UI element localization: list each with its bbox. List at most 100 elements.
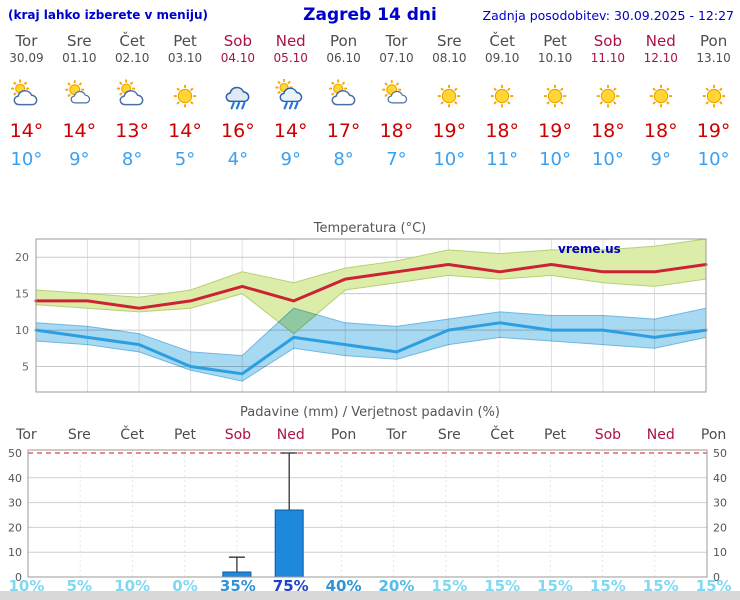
precip-day-label: Tor <box>386 427 407 443</box>
precip-day-label: Sre <box>67 427 91 443</box>
precipitation-probability-row: 10% 5% 10% 0% 35% 75% 40% 20% 15% 15% 15% 15% 15% 15% <box>0 577 740 595</box>
svg-text:0: 0 <box>15 571 22 584</box>
day-column: Tor 30.09 14° 10° <box>0 32 53 170</box>
day-date: 09.10 <box>484 51 520 65</box>
temp-max: 14° <box>273 120 308 142</box>
precip-day-label: Sob <box>594 427 622 443</box>
precip-day-label: Pon <box>330 427 357 443</box>
day-date: 08.10 <box>432 51 467 65</box>
day-column: Čet 09.10 18° 11° <box>476 32 529 170</box>
day-column: Sob 11.10 18° 10° <box>581 32 634 170</box>
temp-min: 8° <box>121 149 143 170</box>
day-column: Ned 05.10 14° 9° <box>264 32 317 170</box>
temp-min: 8° <box>333 149 354 170</box>
weather-icon-sun-behind-cloud <box>106 75 159 115</box>
temp-min: 9° <box>650 149 671 170</box>
day-date: 02.10 <box>114 51 150 65</box>
page-title: Zagreb 14 dni <box>303 5 437 25</box>
weather-icon-partly-sunny <box>370 75 423 115</box>
svg-text:50: 50 <box>713 447 727 460</box>
day-column: Čet 02.10 13° 8° <box>106 32 159 170</box>
svg-text:50: 50 <box>8 447 22 460</box>
weather-icon-sunny <box>634 75 687 115</box>
precip-probability: 10% <box>8 577 45 595</box>
precip-day-label: Čet <box>120 427 145 443</box>
precip-probability: 40% <box>325 577 362 595</box>
svg-text:15: 15 <box>15 288 29 301</box>
svg-text:10: 10 <box>15 324 29 337</box>
day-name: Pon <box>329 32 358 50</box>
svg-text:vreme.us: vreme.us <box>558 242 621 256</box>
weather-icon-sunny <box>423 75 476 115</box>
temp-max: 14° <box>9 120 44 142</box>
precip-probability: 35% <box>219 577 256 595</box>
precip-day-label: Ned <box>646 427 675 443</box>
temp-min: 9° <box>69 149 90 170</box>
temp-min: 10° <box>10 149 43 170</box>
svg-text:20: 20 <box>8 521 22 534</box>
svg-text:20: 20 <box>15 251 29 264</box>
precip-day-label: Pet <box>544 427 567 443</box>
day-name: Tor <box>15 32 38 50</box>
precip-probability: 15% <box>642 577 679 595</box>
svg-text:0: 0 <box>713 571 720 584</box>
precip-day-label: Sob <box>224 427 252 443</box>
precipitation-chart: 0 0 10 10 20 20 30 30 40 40 50 50 <box>0 444 740 584</box>
svg-text:40: 40 <box>8 472 22 485</box>
precip-probability: 5% <box>66 577 93 595</box>
day-column: Sre 01.10 14° 9° <box>53 32 106 170</box>
temp-min: 5° <box>174 149 196 170</box>
precip-probability: 0% <box>172 577 198 595</box>
footer-bar <box>0 591 740 600</box>
temperature-chart-title: Temperatura (°C) <box>313 221 427 236</box>
day-name: Ned <box>645 32 676 50</box>
svg-text:30: 30 <box>713 497 727 510</box>
svg-text:10: 10 <box>8 546 22 559</box>
precip-day-label: Čet <box>490 427 515 443</box>
weather-icon-rain-sun <box>264 75 317 115</box>
svg-text:40: 40 <box>713 472 727 485</box>
day-name: Čet <box>489 32 515 50</box>
svg-text:5: 5 <box>22 361 29 374</box>
day-column: Pon 06.10 17° 8° <box>317 32 370 170</box>
precip-probability: 15% <box>484 577 521 595</box>
precip-day-label: Sre <box>437 427 461 443</box>
day-date: 07.10 <box>379 51 414 65</box>
day-date: 06.10 <box>326 51 361 65</box>
precipitation-chart-title: Padavine (mm) / Verjetnost padavin (%) <box>240 405 500 420</box>
temperature-chart: 5 10 15 20 vreme.us <box>0 236 740 400</box>
temp-max: 18° <box>591 120 625 142</box>
day-column: Pet 03.10 14° 5° <box>159 32 212 170</box>
precip-probability: 10% <box>114 577 151 595</box>
day-name: Ned <box>275 32 306 50</box>
precip-day-label: Pon <box>700 427 727 443</box>
temp-max: 19° <box>696 120 731 142</box>
precip-probability: 15% <box>537 577 573 595</box>
day-name: Sob <box>593 32 622 50</box>
day-date: 01.10 <box>62 51 97 65</box>
temp-min: 11° <box>486 149 519 170</box>
temp-min: 7° <box>386 149 407 170</box>
precipitation-day-labels: Tor Sre Čet Pet Sob Ned Pon Tor Sre Čet Pet Sob Ned P… <box>0 427 740 443</box>
weather-icon-sunny <box>476 75 529 115</box>
weather-icon-sunny <box>687 75 740 115</box>
weather-icon-sun-behind-cloud <box>0 75 53 115</box>
precip-probability: 20% <box>378 577 415 595</box>
precip-day-label: Ned <box>276 427 305 443</box>
precip-probability: 15% <box>695 577 732 595</box>
temp-min: 10° <box>697 149 730 170</box>
day-date: 04.10 <box>220 51 256 65</box>
temp-min: 10° <box>433 149 466 170</box>
temp-max: 14° <box>168 120 202 142</box>
day-name: Sob <box>223 32 252 50</box>
precip-probability: 15% <box>589 577 626 595</box>
day-date: 05.10 <box>273 51 308 65</box>
temp-max: 18° <box>643 120 678 142</box>
temp-min: 10° <box>591 149 624 170</box>
temp-max: 19° <box>538 120 572 142</box>
svg-text:30: 30 <box>8 497 22 510</box>
weather-icon-sunny <box>529 75 582 115</box>
day-column: Pet 10.10 19° 10° <box>529 32 582 170</box>
day-date: 30.09 <box>9 51 44 65</box>
weather-icon-sun-behind-cloud <box>317 75 370 115</box>
